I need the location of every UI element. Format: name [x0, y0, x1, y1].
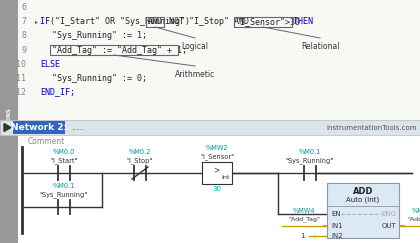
- Text: 9: 9: [21, 45, 26, 54]
- Text: Comment: Comment: [28, 137, 65, 146]
- Bar: [146, 17, 164, 27]
- Text: OUT: OUT: [381, 223, 396, 229]
- Text: %M0.2: %M0.2: [129, 149, 151, 155]
- Text: AND: AND: [148, 17, 163, 26]
- Text: REGIONS: REGIONS: [6, 108, 11, 135]
- Bar: [234, 17, 292, 27]
- Bar: [327, 183, 399, 238]
- Text: 10: 10: [16, 60, 26, 69]
- Bar: [0, 0, 18, 243]
- Text: IN2: IN2: [331, 233, 343, 239]
- Text: "I_Sensor": "I_Sensor": [200, 153, 234, 160]
- Text: "Add_Tag": "Add_Tag": [288, 216, 320, 222]
- Text: >: >: [213, 165, 219, 174]
- Text: +: +: [311, 234, 317, 240]
- Text: 6: 6: [21, 3, 26, 12]
- Text: "Add_Tag": "Add_Tag": [407, 216, 420, 222]
- Text: 30: 30: [213, 186, 221, 192]
- Text: 8: 8: [21, 32, 26, 41]
- Text: 12: 12: [16, 87, 26, 96]
- Text: %MW2: %MW2: [206, 145, 228, 151]
- Text: "Sys_Running" := 1;: "Sys_Running" := 1;: [52, 32, 147, 41]
- Text: .....: .....: [71, 123, 84, 132]
- Text: %MW4: %MW4: [293, 208, 315, 214]
- Text: END_IF;: END_IF;: [40, 87, 75, 96]
- Text: Auto (Int): Auto (Int): [346, 197, 380, 203]
- Bar: [50, 45, 178, 55]
- Polygon shape: [4, 123, 11, 131]
- Text: InstrumentationTools.com: InstrumentationTools.com: [326, 124, 417, 130]
- Text: %M0.1: %M0.1: [299, 149, 321, 155]
- Text: Arithmetic: Arithmetic: [175, 70, 215, 79]
- Text: %MW4: %MW4: [412, 208, 420, 214]
- Bar: [18, 135, 420, 243]
- Text: "I_Start": "I_Start": [50, 157, 78, 164]
- Text: "I_Sensor">30: "I_Sensor">30: [236, 17, 301, 26]
- Text: THEN: THEN: [288, 17, 313, 26]
- Text: Network 2:: Network 2:: [11, 123, 67, 132]
- Text: "I_Stop": "I_Stop": [127, 157, 153, 164]
- Text: 1: 1: [300, 233, 305, 239]
- Text: 11: 11: [16, 73, 26, 83]
- Text: IF: IF: [40, 17, 55, 26]
- Text: ENO: ENO: [381, 211, 396, 217]
- Text: IN1: IN1: [331, 223, 343, 229]
- Text: %M0.1: %M0.1: [53, 183, 75, 189]
- Text: "Sys_Running": "Sys_Running": [40, 191, 88, 198]
- Text: "Sys_Running" := 0;: "Sys_Running" := 0;: [52, 73, 147, 83]
- Text: ("I_Start" OR "Sys_Running"): ("I_Start" OR "Sys_Running"): [50, 17, 195, 26]
- Text: Int: Int: [221, 174, 229, 180]
- Text: "Sys_Running": "Sys_Running": [286, 157, 334, 164]
- Text: EN: EN: [331, 211, 341, 217]
- Text: %M0.0: %M0.0: [53, 149, 75, 155]
- Text: Logical: Logical: [181, 42, 208, 51]
- Text: ELSE: ELSE: [40, 60, 60, 69]
- Text: ▸: ▸: [35, 19, 38, 25]
- Text: ADD: ADD: [353, 186, 373, 196]
- Text: NOT "I_Stop" AND: NOT "I_Stop" AND: [164, 17, 254, 26]
- Bar: [18, 0, 420, 120]
- Bar: [0, 120, 420, 135]
- Bar: [202, 162, 232, 184]
- Text: 7: 7: [21, 17, 26, 26]
- Text: Relational: Relational: [301, 42, 339, 51]
- Bar: [13, 121, 65, 134]
- Text: "Add_Tag" := "Add_Tag" + 1;: "Add_Tag" := "Add_Tag" + 1;: [52, 45, 187, 54]
